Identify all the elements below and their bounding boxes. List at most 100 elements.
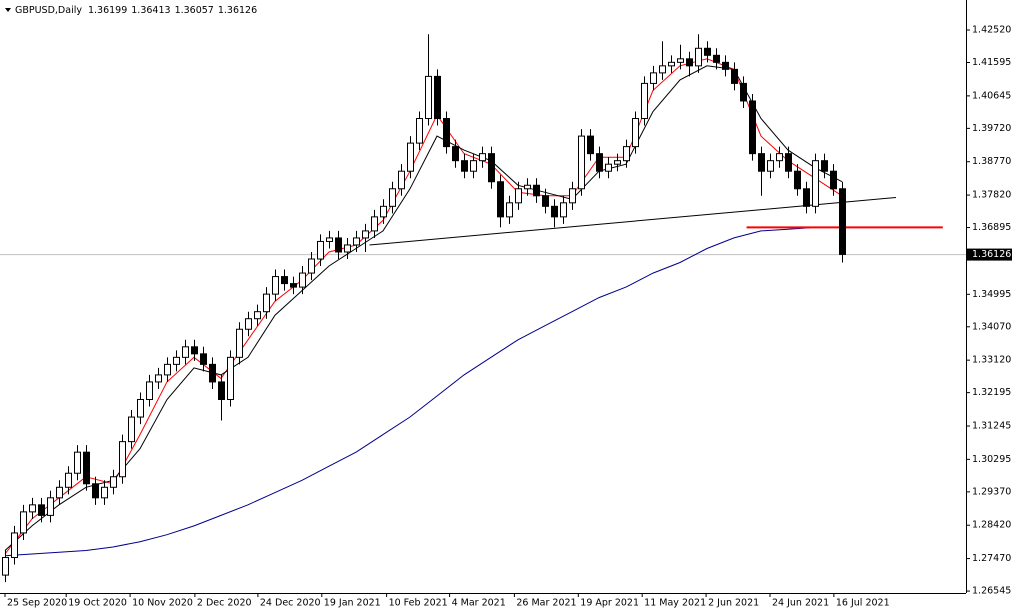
candle-body — [578, 135, 585, 190]
x-tick-label: 25 Sep 2020 — [7, 598, 67, 609]
candle-body — [479, 153, 486, 162]
candle-body — [704, 47, 711, 56]
x-tick-label: 2 Jun 2021 — [708, 598, 759, 609]
y-tick-label: 1.27470 — [972, 553, 1011, 564]
candle-body — [713, 54, 720, 63]
y-tick-label: 1.32195 — [972, 387, 1011, 398]
moving-average — [4, 58, 843, 555]
candle-body — [524, 184, 531, 190]
symbol: GBPUSD,Daily — [15, 5, 82, 16]
candle-body — [137, 398, 144, 418]
candle-body — [812, 160, 819, 207]
candle-body — [371, 216, 378, 232]
candle-body — [326, 237, 333, 242]
x-tick-label: 11 May 2021 — [644, 598, 706, 609]
candle-body — [605, 163, 612, 172]
candle-body — [533, 184, 540, 197]
candle-body — [218, 381, 225, 400]
candle-body — [317, 240, 324, 260]
y-tick-label: 1.33120 — [972, 355, 1011, 366]
y-tick-label: 1.30295 — [972, 454, 1011, 465]
candle-body — [650, 72, 657, 84]
candle-body — [380, 205, 387, 218]
candle-body — [830, 170, 837, 190]
y-tick-label: 1.31245 — [972, 421, 1011, 432]
y-tick-label: 1.36895 — [972, 222, 1011, 233]
candle-body — [11, 532, 18, 559]
candle-body — [74, 451, 81, 474]
candle-body — [632, 118, 639, 148]
candle-body — [20, 511, 27, 534]
candle-body — [191, 346, 198, 355]
candle-body — [353, 237, 360, 246]
candle-body — [794, 170, 801, 190]
candle-body — [587, 135, 594, 155]
candle-body — [542, 195, 549, 207]
candle-body — [29, 504, 36, 513]
candle-body — [452, 146, 459, 162]
y-tick-label: 1.34070 — [972, 321, 1011, 332]
candle-body — [803, 188, 810, 207]
y-tick-label: 1.38770 — [972, 156, 1011, 167]
y-tick-label: 1.29370 — [972, 486, 1011, 497]
candle-body — [722, 61, 729, 70]
candle-body — [740, 82, 747, 102]
candle-body — [173, 356, 180, 365]
open: 1.36199 — [88, 5, 127, 16]
candle-body — [488, 153, 495, 183]
candle-body — [299, 272, 306, 288]
candle-body — [335, 237, 342, 253]
y-tick-label: 1.40645 — [972, 90, 1011, 101]
candle-body — [236, 328, 243, 358]
candle-body — [92, 483, 99, 499]
x-tick-label: 24 Dec 2020 — [260, 598, 321, 609]
candle-body — [290, 283, 297, 288]
candle-body — [209, 363, 216, 383]
x-tick-label: 19 Oct 2020 — [68, 598, 127, 609]
y-tick-label: 1.26545 — [972, 586, 1011, 597]
candle-body — [146, 381, 153, 400]
candle-body — [731, 68, 738, 84]
candle-body — [695, 47, 702, 67]
candle-body — [686, 58, 693, 67]
candle-body — [839, 188, 846, 255]
candle-body — [65, 472, 72, 488]
candle-body — [677, 58, 684, 63]
last-price-label: 1.36126 — [972, 249, 1011, 260]
candle-body — [389, 188, 396, 207]
close: 1.36126 — [218, 5, 257, 16]
chart-header: GBPUSD,Daily 1.36199 1.36413 1.36057 1.36126 — [15, 5, 257, 16]
x-tick-label: 4 Mar 2021 — [452, 598, 506, 609]
candle-body — [344, 244, 351, 253]
candle-body — [425, 75, 432, 120]
y-tick-label: 1.39720 — [972, 123, 1011, 134]
candle-body — [551, 205, 558, 218]
candle-body — [398, 170, 405, 190]
moving-average — [4, 65, 843, 551]
candle-body — [200, 353, 207, 365]
candle-body — [668, 61, 675, 67]
high: 1.36413 — [131, 5, 170, 16]
last-price-box — [967, 248, 1012, 261]
candle-body — [569, 188, 576, 204]
candle-body — [623, 146, 630, 162]
candle-body — [2, 557, 9, 576]
candle-body — [596, 153, 603, 172]
y-tick-label: 1.42520 — [972, 25, 1011, 36]
candle-body — [47, 497, 54, 516]
candle-body — [614, 160, 621, 165]
menu-arrow — [5, 8, 11, 12]
low: 1.36057 — [175, 5, 214, 16]
x-tick-label: 19 Jan 2021 — [324, 598, 381, 609]
candle-body — [56, 486, 63, 499]
x-tick-label: 19 Apr 2021 — [580, 598, 639, 609]
candle-body — [641, 82, 648, 120]
candle-body — [227, 356, 234, 400]
candle-body — [767, 160, 774, 172]
candle-body — [515, 188, 522, 204]
moving-average — [4, 226, 842, 557]
candle-body — [155, 374, 162, 383]
candle-body — [254, 311, 261, 320]
